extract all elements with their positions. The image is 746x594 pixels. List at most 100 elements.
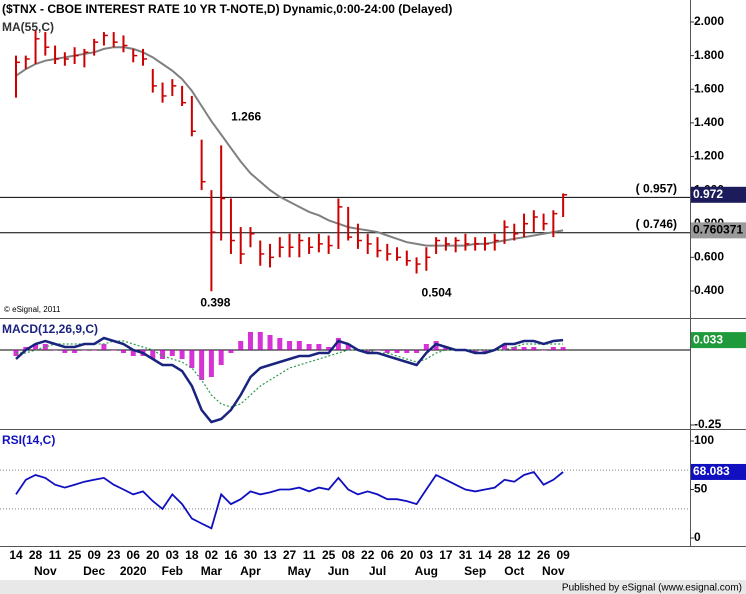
x-tick-label: 03 — [166, 548, 180, 562]
histogram-bar — [482, 350, 488, 353]
annotation: 0.504 — [422, 286, 452, 300]
histogram-bar — [335, 338, 341, 350]
histogram-bar — [120, 350, 126, 353]
x-tick-label: 12 — [517, 548, 531, 562]
histogram-bar — [296, 341, 302, 350]
macd-line — [15, 336, 564, 424]
histogram-bar — [81, 350, 87, 351]
y-tick-label: -0.25 — [694, 417, 722, 431]
x-tick-label: 30 — [244, 548, 258, 562]
histogram-bar — [541, 350, 547, 351]
histogram-bar — [101, 344, 107, 350]
histogram-bar — [414, 350, 420, 353]
footer: Published by eSignal (www.esignal.com) — [562, 583, 742, 594]
x-month-label: Dec — [83, 564, 105, 578]
histogram-bar — [443, 347, 449, 350]
x-tick-label: 02 — [205, 548, 219, 562]
histogram-bar — [91, 350, 97, 351]
x-month-label: Nov — [542, 564, 565, 578]
x-tick-label: 03 — [420, 548, 434, 562]
x-tick-label: 26 — [537, 548, 551, 562]
histogram-bar — [199, 350, 205, 380]
histogram-bar — [326, 347, 332, 350]
last-price-label: 0.972 — [693, 187, 723, 201]
last-ma-label: 0.760371 — [693, 223, 743, 237]
annotation: 0.398 — [200, 295, 230, 309]
y-tick-label: 1.600 — [694, 81, 724, 95]
x-tick-label: 25 — [68, 548, 82, 562]
x-month-label: Feb — [162, 564, 183, 578]
x-month-label: 2020 — [120, 564, 147, 578]
histogram-bar — [42, 344, 48, 350]
moving-average — [15, 46, 564, 247]
last-macd-label: 0.033 — [693, 332, 723, 346]
histogram-bar — [111, 350, 117, 351]
histogram-bar — [472, 350, 478, 353]
histogram-bar — [394, 350, 400, 353]
rsi-title: RSI(14,C) — [2, 433, 55, 447]
histogram-bar — [247, 332, 253, 350]
histogram-bar — [316, 344, 322, 350]
x-tick-label: 28 — [29, 548, 43, 562]
histogram-bar — [23, 347, 29, 350]
histogram-bar — [238, 341, 244, 350]
histogram-bar — [345, 344, 351, 350]
x-month-label: Jul — [369, 564, 386, 578]
histogram-bar — [531, 347, 537, 350]
x-tick-label: 17 — [439, 548, 453, 562]
x-tick-label: 06 — [127, 548, 141, 562]
y-tick-label: 1.800 — [694, 48, 724, 62]
histogram-bar — [277, 338, 283, 350]
credit: © eSignal, 2011 — [4, 305, 61, 314]
histogram-bar — [560, 347, 566, 350]
x-tick-label: 09 — [556, 548, 570, 562]
histogram-bar — [374, 350, 380, 351]
last-price-box — [691, 186, 746, 203]
last-rsi-box — [691, 463, 746, 480]
y-tick-label: 0.600 — [694, 249, 724, 263]
histogram-bar — [365, 350, 371, 353]
histogram-bar — [257, 332, 263, 350]
x-tick-label: 06 — [381, 548, 395, 562]
histogram-bar — [150, 350, 156, 359]
histogram-bar — [62, 350, 68, 353]
x-tick-label: 27 — [283, 548, 297, 562]
histogram-bar — [228, 350, 234, 353]
x-tick-label: 08 — [342, 548, 356, 562]
histogram-bar — [160, 350, 166, 359]
histogram-bar — [511, 347, 517, 350]
macd-title: MACD(12,26,9,C) — [2, 322, 98, 336]
last-macd-box — [691, 332, 746, 349]
x-tick-label: 22 — [361, 548, 375, 562]
histogram-bar — [423, 344, 429, 350]
histogram-bar — [384, 350, 390, 353]
x-month-label: Jun — [328, 564, 349, 578]
histogram-bar — [306, 344, 312, 350]
histogram-bar — [33, 344, 39, 350]
last-rsi-label: 68.083 — [693, 464, 730, 478]
y-tick-label: 100 — [694, 433, 714, 447]
rsi-line — [15, 470, 564, 530]
histogram-bar — [287, 341, 293, 350]
x-tick-label: 20 — [146, 548, 160, 562]
histogram-bar — [52, 350, 58, 351]
x-month-label: Nov — [34, 564, 57, 578]
histogram-bar — [72, 350, 78, 353]
histogram-bar — [130, 350, 136, 356]
x-tick-label: 31 — [459, 548, 473, 562]
x-month-label: May — [288, 564, 312, 578]
chart-title: ($TNX - CBOE INTEREST RATE 10 YR T-NOTE,… — [2, 2, 452, 16]
y-tick-label: 1.400 — [694, 115, 724, 129]
x-month-label: Sep — [464, 564, 486, 578]
x-tick-label: 14 — [9, 548, 23, 562]
last-ma-box — [691, 222, 746, 239]
y-tick-label: 50 — [694, 482, 708, 496]
histogram-bar — [189, 350, 195, 368]
x-tick-label: 09 — [87, 548, 101, 562]
legend-ma: MA(55,C) — [2, 20, 54, 34]
histogram-bar — [169, 350, 175, 356]
x-tick-label: 25 — [322, 548, 336, 562]
histogram-bar — [208, 350, 214, 377]
